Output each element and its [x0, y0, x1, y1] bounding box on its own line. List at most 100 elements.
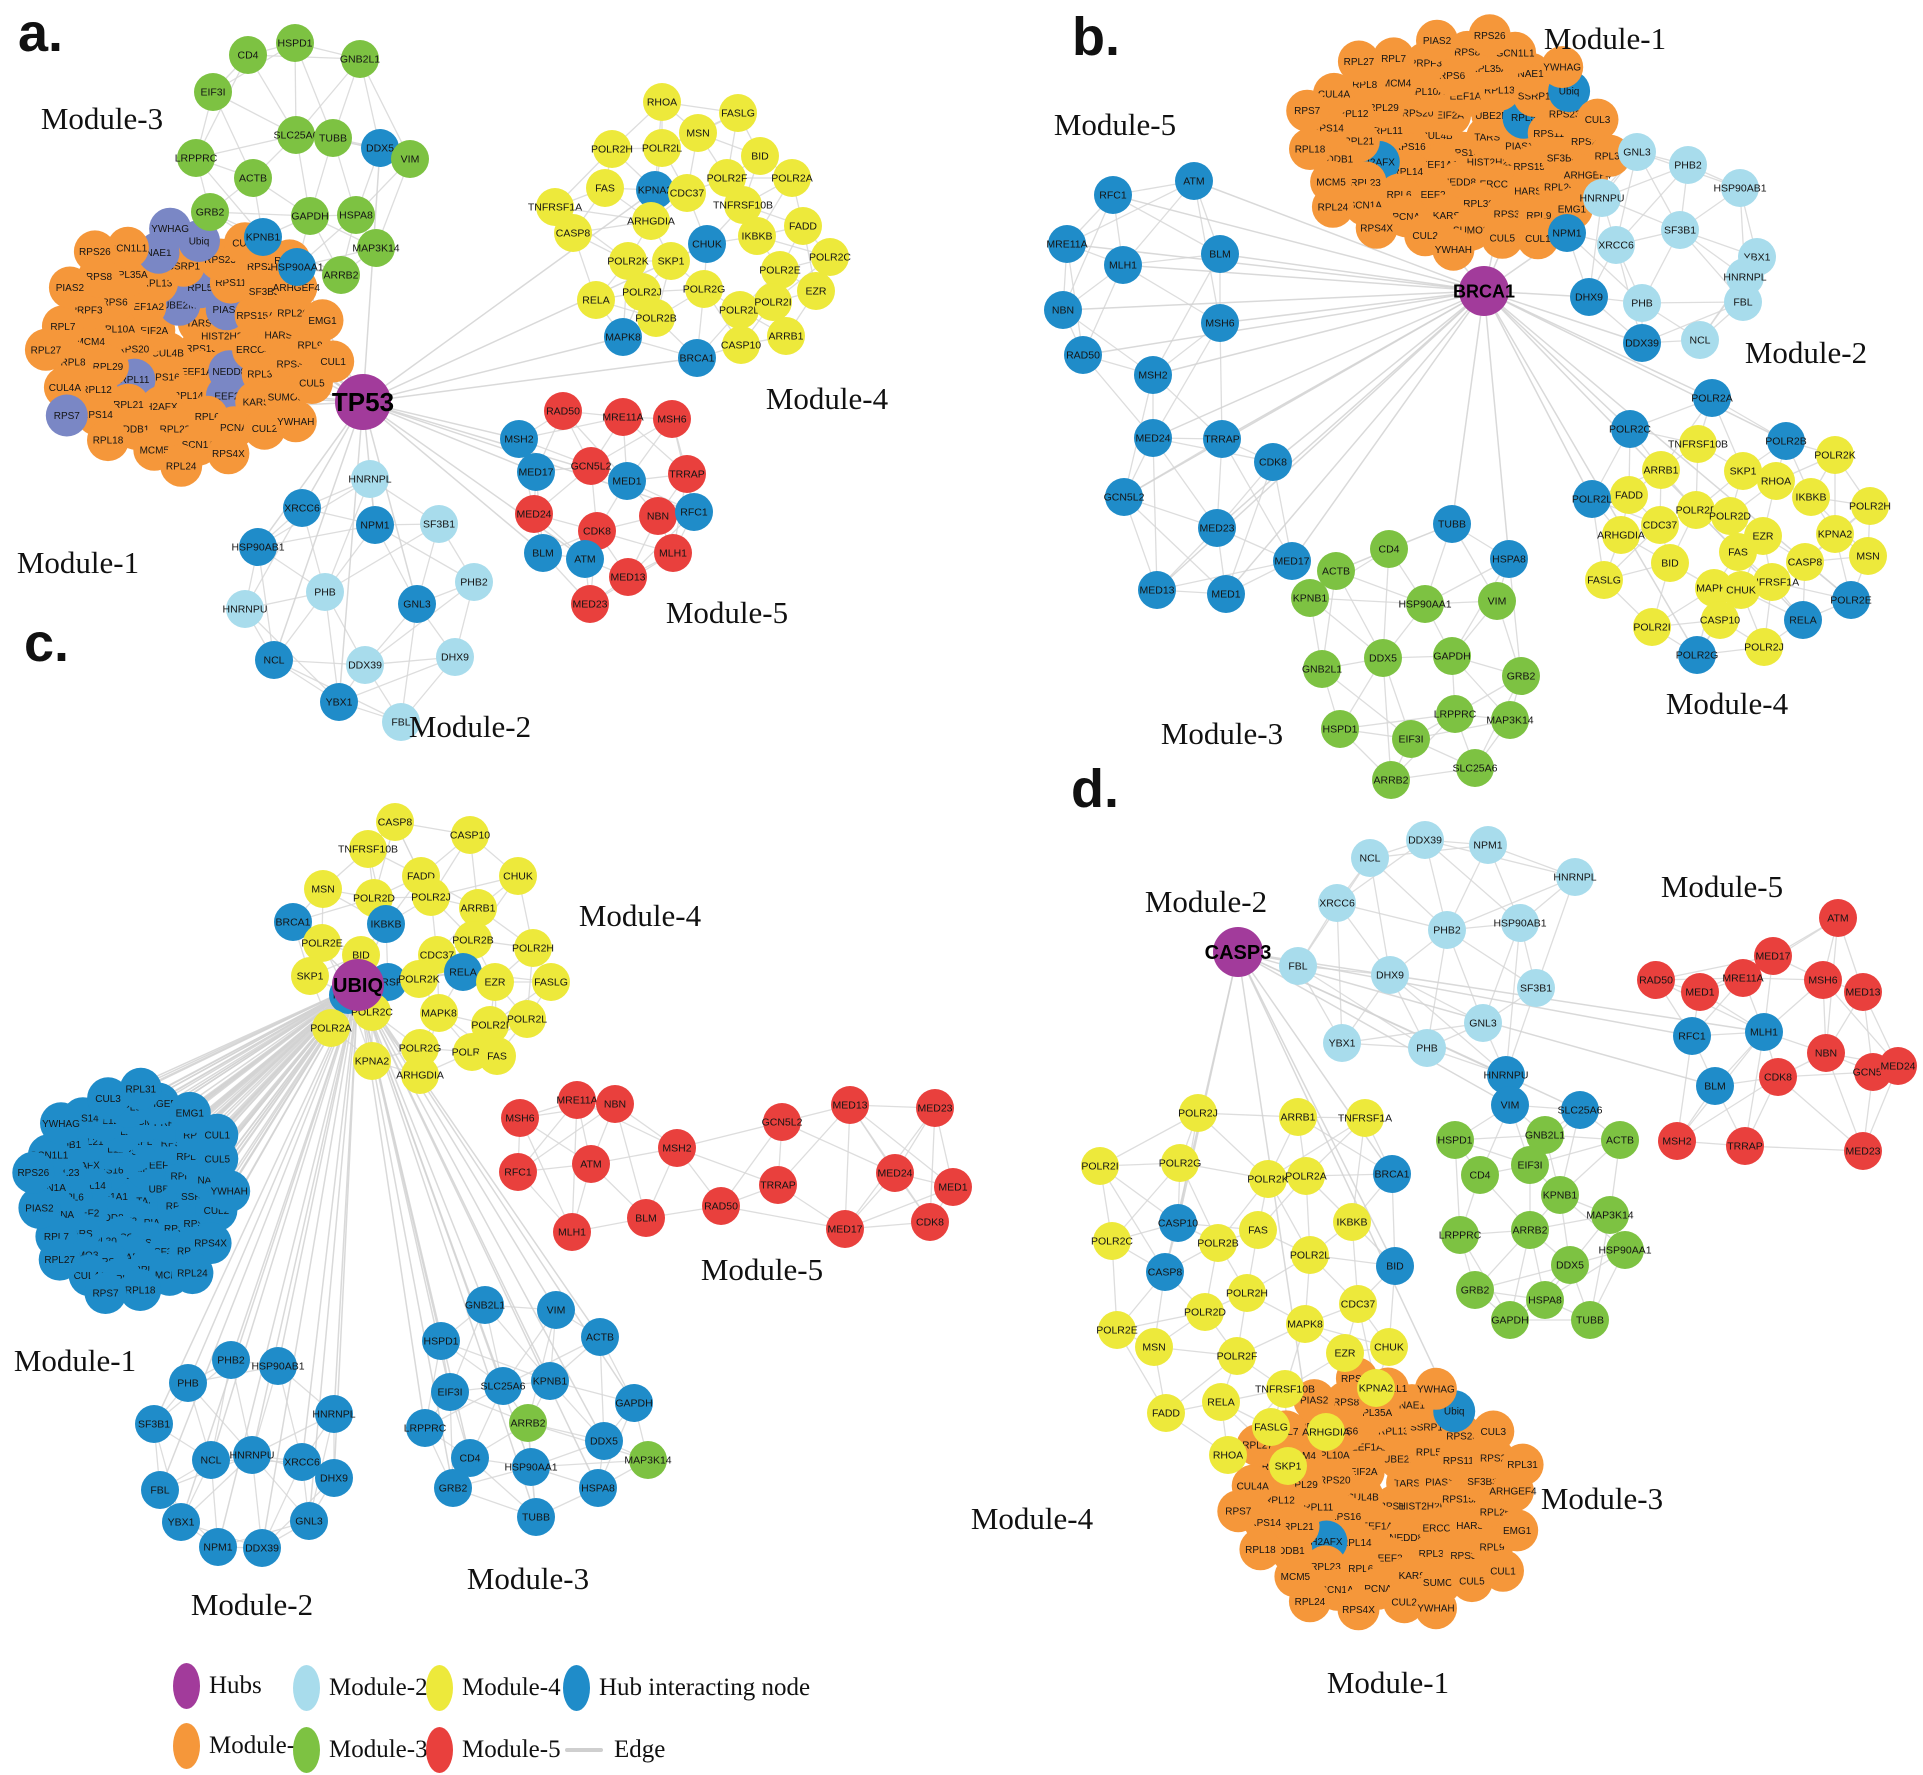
- node-label: RPS7: [54, 411, 81, 422]
- hub-edge: [362, 243, 708, 403]
- node-RHOA: [1757, 462, 1795, 500]
- node-MAP3K14: [357, 229, 395, 267]
- node-label: RPS11: [215, 278, 246, 289]
- node-POLR2I: [754, 283, 792, 321]
- node-DHX9: [1371, 956, 1409, 994]
- panel-c-nodes: UbiqRPS13CUL4BTARSEEF1A1EIF2AHIST2H2BERP…: [12, 803, 972, 1567]
- node-RHOA: [643, 83, 681, 121]
- node-label: XRCC6: [284, 1457, 320, 1469]
- node-label: RPL18: [93, 436, 124, 447]
- node-label: MAP3K14: [352, 243, 399, 255]
- node-MED13: [609, 558, 647, 596]
- node-label: CD4: [459, 1453, 480, 1465]
- node-label: RPS4X: [1360, 223, 1393, 234]
- node-label: TRRAP: [669, 469, 705, 481]
- node-label: RPL5: [1511, 113, 1536, 124]
- node-label: RPL12: [1264, 1496, 1295, 1507]
- node-label: RPS6: [1439, 71, 1466, 82]
- node-label: LRPPRC: [1434, 709, 1477, 721]
- hub-edge: [357, 984, 601, 1338]
- node-GRB2: [434, 1469, 472, 1507]
- node-GNL3: [1618, 133, 1656, 171]
- node-label: LRPPRC: [175, 153, 218, 165]
- node-label: DDB1: [54, 1140, 81, 1151]
- node-label: MSH2: [1662, 1136, 1691, 1148]
- node-label: MSH2: [1138, 370, 1167, 382]
- node-MED1: [1681, 973, 1719, 1011]
- node-label: H2AFX: [1363, 157, 1396, 168]
- node-label: NCL: [263, 655, 284, 667]
- node-label: RPS20: [1319, 1475, 1351, 1486]
- node-label: RPL35A: [176, 1152, 214, 1163]
- node-label: CUL4B: [1420, 131, 1453, 142]
- node-HNRNPL: [351, 460, 389, 498]
- node-label: RPS20: [118, 1147, 150, 1158]
- node-PIAS2: [48, 266, 91, 309]
- node-RPS4X: [1355, 206, 1398, 249]
- node-label: GCN5L2: [1104, 492, 1145, 504]
- node-label: UBE2M: [162, 300, 196, 311]
- node-DDX5: [1364, 639, 1402, 677]
- hub-edge: [357, 984, 599, 1489]
- node-label: ARHGEF4: [1489, 1487, 1537, 1498]
- hub-edge: [362, 336, 624, 403]
- node-TNFRSF1A: [1346, 1099, 1384, 1137]
- node-XRCC6: [1318, 884, 1356, 922]
- node-RPL24: [160, 444, 203, 487]
- node-label: CUL5: [1490, 233, 1516, 244]
- node-label: SCN1A: [33, 1183, 67, 1194]
- node-label: KARS: [1433, 211, 1461, 222]
- node-GCN5L2: [1105, 478, 1143, 516]
- node-MSH6: [1804, 961, 1842, 999]
- node-label: CUL3: [1481, 1427, 1507, 1438]
- node-label: GRB2: [196, 207, 225, 219]
- module-label: Module-5: [1661, 869, 1783, 904]
- node-RPL18: [1239, 1528, 1282, 1571]
- node-BID: [1376, 1247, 1414, 1285]
- node-CDK8: [1759, 1058, 1797, 1096]
- node-label: DDB1: [123, 424, 150, 435]
- node-label: PCNA: [1392, 212, 1420, 223]
- node-NBN: [639, 497, 677, 535]
- node-label: CASP8: [378, 817, 413, 829]
- node-label: KPNA2: [1818, 529, 1853, 541]
- node-MED24: [1134, 419, 1172, 457]
- node-label: RPL11: [93, 1144, 123, 1155]
- node-label: CD4: [1378, 544, 1399, 556]
- node-label: POLR2D: [719, 305, 761, 317]
- edge: [324, 478, 371, 593]
- node-label: RFC1: [1099, 190, 1127, 202]
- node-KPNA2: [353, 1042, 391, 1080]
- node-label: POLR2G: [1159, 1158, 1202, 1170]
- node-ARRB2: [1511, 1211, 1549, 1249]
- node-label: MED24: [1880, 1061, 1915, 1073]
- node-MAP3K14: [1591, 1196, 1629, 1234]
- node-XRCC6: [1597, 226, 1635, 264]
- node-LRPPRC: [1436, 695, 1474, 733]
- node-label: RPS23: [204, 255, 236, 266]
- node-label: POLR2H: [591, 144, 633, 156]
- node-label: EEF2: [1421, 190, 1446, 201]
- node-label: ATM: [574, 554, 595, 566]
- node-RPL18: [119, 1269, 162, 1311]
- node-label: ARHGDIA: [1302, 1427, 1350, 1439]
- node-label: CDK8: [1259, 457, 1287, 469]
- hub-edge: [338, 401, 364, 703]
- node-label: HSPD1: [277, 38, 312, 50]
- node-MAP3K14: [629, 1441, 667, 1479]
- node-label: EIF3I: [1517, 1160, 1542, 1172]
- node-label: CUL3: [232, 239, 258, 250]
- node-FASLG: [1585, 561, 1623, 599]
- node-label: RPS7: [1294, 106, 1321, 117]
- node-label: HSPD1: [423, 1336, 458, 1348]
- node-label: CUL4A: [1318, 89, 1351, 100]
- node-label: RPS3: [277, 359, 304, 370]
- node-MSN: [304, 870, 342, 908]
- node-label: RPL31: [1595, 151, 1626, 162]
- node-label: RPL31: [126, 1084, 157, 1095]
- node-label: POLR2A: [310, 1023, 351, 1035]
- node-HSPA8: [579, 1469, 617, 1507]
- node-label: RPL24: [166, 461, 197, 472]
- node-GNL3: [1464, 1004, 1502, 1042]
